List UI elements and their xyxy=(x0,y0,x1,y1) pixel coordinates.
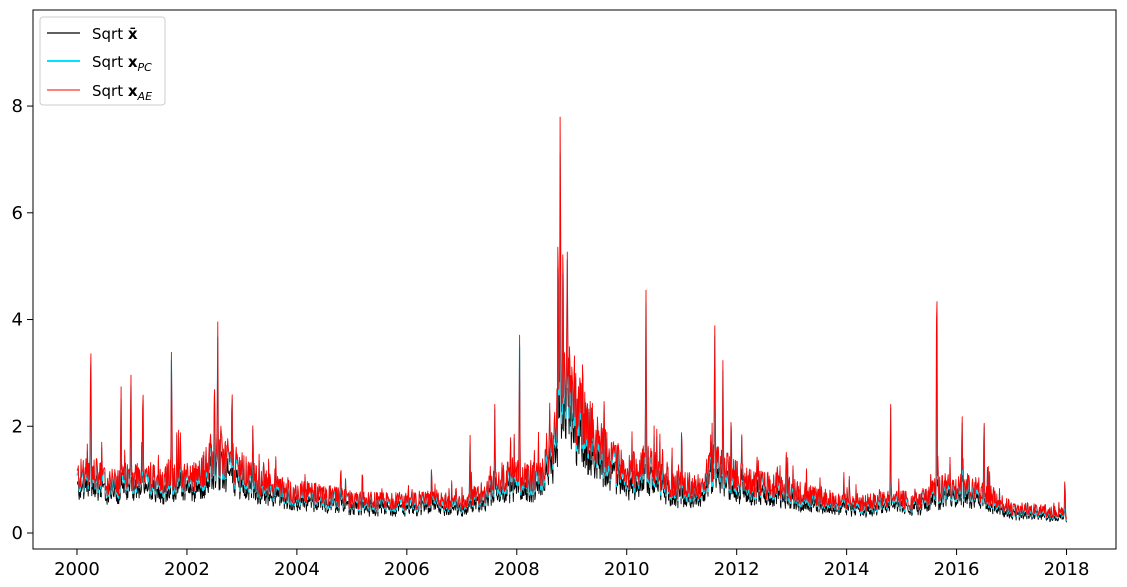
x-tick-label: 2010 xyxy=(604,559,650,580)
x-tick-label: 2000 xyxy=(54,559,100,580)
x-tick-label: 2004 xyxy=(274,559,320,580)
y-tick-label: 6 xyxy=(12,203,23,224)
x-tick-label: 2006 xyxy=(384,559,430,580)
y-tick-label: 4 xyxy=(12,310,23,331)
x-tick-label: 2014 xyxy=(824,559,870,580)
x-tick-label: 2008 xyxy=(494,559,540,580)
x-tick-label: 2002 xyxy=(164,559,210,580)
legend: Sqrt x̄ Sqrt xPC Sqrt xAE xyxy=(39,16,166,106)
series-layer xyxy=(76,116,1068,523)
y-tick-label: 0 xyxy=(12,523,23,544)
y-axis: 0 2 4 6 8 xyxy=(12,96,33,544)
y-tick-label: 2 xyxy=(12,416,23,437)
x-axis: 2000 2002 2004 2006 2008 2010 2012 2014 2016 2018 xyxy=(54,549,1089,580)
y-tick-label: 8 xyxy=(12,96,23,117)
legend-label-sqrt-xpc: Sqrt xPC xyxy=(92,53,152,74)
x-tick-label: 2016 xyxy=(934,559,980,580)
x-tick-label: 2018 xyxy=(1044,559,1090,580)
plot-frame xyxy=(32,9,1117,550)
legend-box xyxy=(39,16,166,106)
series-line-red xyxy=(76,116,1067,520)
legend-label-sqrt-xae: Sqrt xAE xyxy=(92,82,152,103)
x-tick-label: 2012 xyxy=(714,559,760,580)
legend-label-sqrt-xbar: Sqrt x̄ xyxy=(92,25,138,43)
